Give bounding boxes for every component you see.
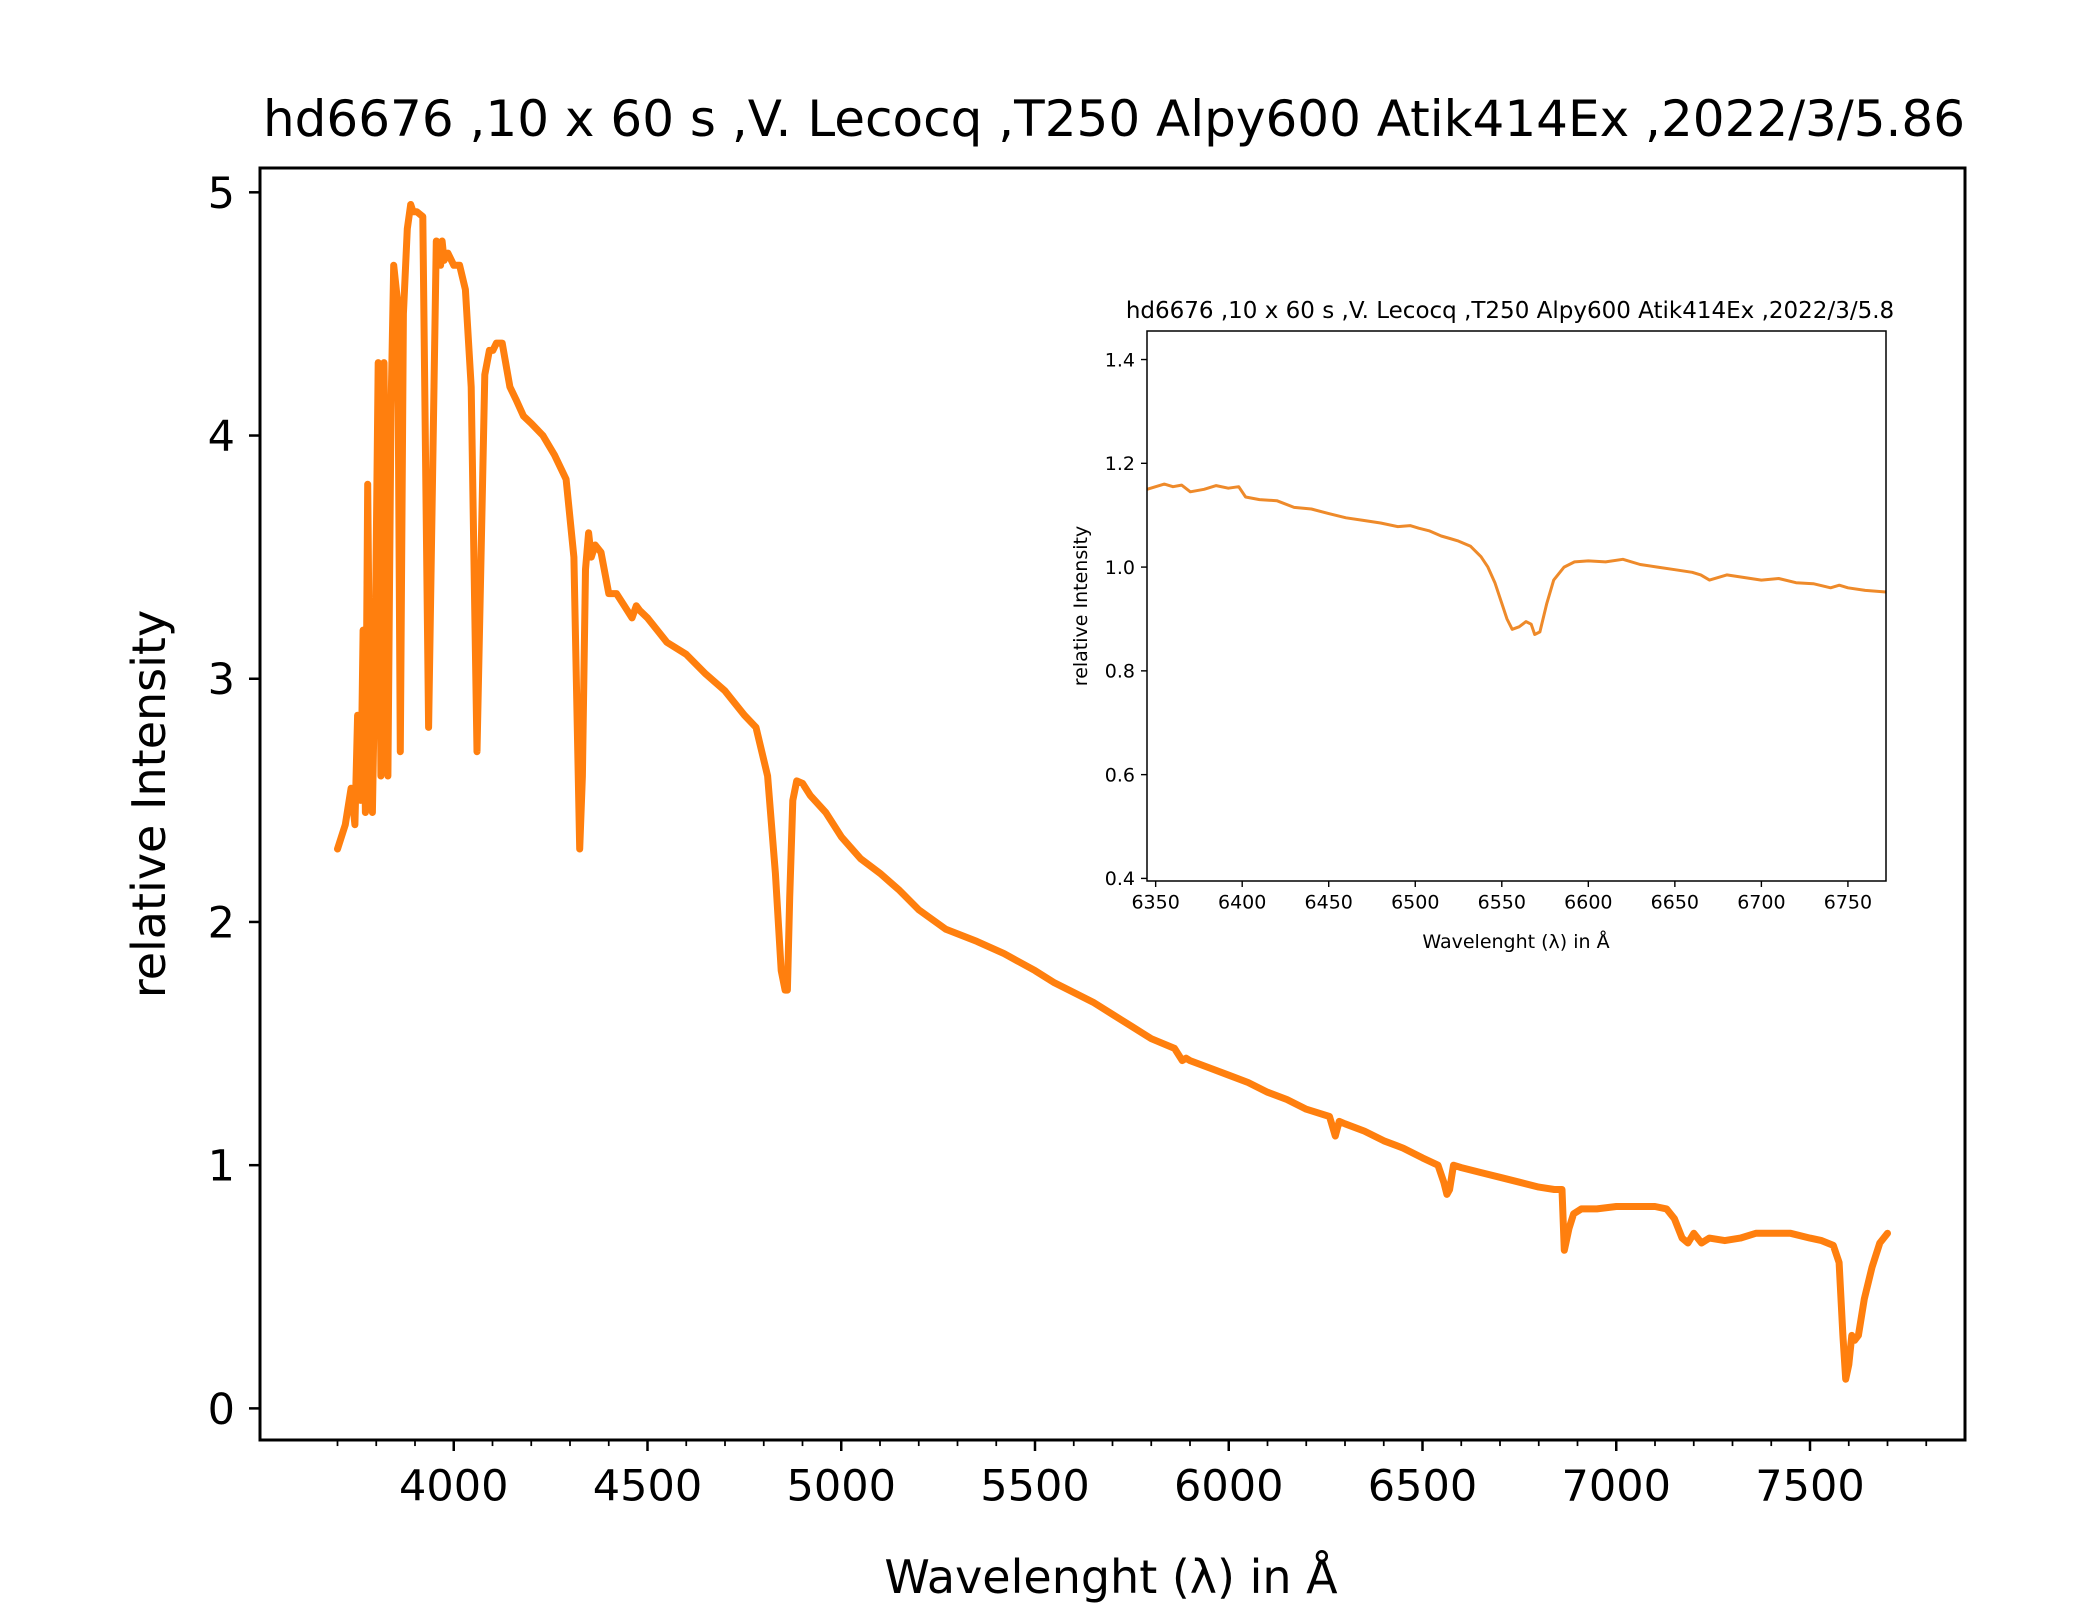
inset-x-tick-label: 6750 [1824, 892, 1872, 914]
inset-y-tick-label: 0.6 [1105, 764, 1135, 786]
main-y-tick-label: 4 [208, 412, 235, 462]
main-spectrum-line [334, 201, 1891, 1383]
inset-spectrum-line [1146, 482, 1887, 636]
inset-y-axis-ticks: 0.4 0.6 0.8 1.0 1.2 1.4 [1105, 349, 1147, 890]
main-x-tick-label: 7500 [1755, 1461, 1864, 1511]
inset-y-tick-label: 1.2 [1105, 453, 1135, 475]
main-x-axis-ticks: 4000 4500 5000 5500 6000 6500 7000 7500 [399, 1440, 1865, 1511]
inset-background [1095, 296, 1931, 956]
inset-x-tick-label: 6600 [1564, 892, 1612, 914]
main-chart: hd6676 ,10 x 60 s ,V. Lecocq ,T250 Alpy6… [122, 90, 1967, 1604]
main-x-tick-label: 6500 [1368, 1461, 1477, 1511]
main-x-tick-label: 4000 [399, 1461, 508, 1511]
main-x-tick-label: 5500 [980, 1461, 1089, 1511]
inset-chart-title: hd6676 ,10 x 60 s ,V. Lecocq ,T250 Alpy6… [1126, 298, 1894, 324]
inset-y-tick-label: 0.4 [1105, 868, 1135, 890]
main-x-axis-label: Wavelenght (λ) in Å [884, 1550, 1338, 1604]
main-x-tick-label: 4500 [593, 1461, 702, 1511]
main-y-tick-label: 3 [208, 655, 235, 705]
inset-x-axis-ticks: 6350 6400 6450 6500 6550 6600 6650 6700 6750 [1131, 881, 1872, 914]
main-x-tick-label: 5000 [787, 1461, 896, 1511]
inset-x-tick-label: 6350 [1131, 892, 1179, 914]
inset-x-tick-label: 6500 [1391, 892, 1439, 914]
inset-y-axis-label: relative Intensity [1070, 526, 1092, 686]
inset-y-tick-label: 0.8 [1105, 661, 1135, 683]
main-y-tick-label: 0 [208, 1385, 235, 1435]
main-y-tick-label: 1 [208, 1142, 235, 1192]
main-y-axis-ticks: 0 1 2 3 4 5 [208, 169, 260, 1435]
inset-y-tick-label: 1.4 [1105, 349, 1135, 371]
main-y-axis-label: relative Intensity [122, 610, 176, 998]
main-x-tick-label: 7000 [1562, 1461, 1671, 1511]
main-y-tick-label: 5 [208, 169, 235, 219]
main-chart-title: hd6676 ,10 x 60 s ,V. Lecocq ,T250 Alpy6… [263, 90, 1965, 148]
inset-plot-frame [1146, 330, 1887, 882]
inset-y-tick-label: 1.0 [1105, 557, 1135, 579]
inset-x-tick-label: 6450 [1305, 892, 1353, 914]
main-y-tick-label: 2 [208, 898, 235, 948]
inset-x-tick-label: 6650 [1651, 892, 1699, 914]
inset-x-tick-label: 6400 [1218, 892, 1266, 914]
inset-x-tick-label: 6700 [1737, 892, 1785, 914]
inset-chart: hd6676 ,10 x 60 s ,V. Lecocq ,T250 Alpy6… [1070, 296, 1931, 956]
inset-x-tick-label: 6550 [1478, 892, 1526, 914]
inset-x-axis-label: Wavelenght (λ) in Å [1422, 930, 1609, 953]
main-x-tick-label: 6000 [1174, 1461, 1283, 1511]
main-plot-frame [258, 166, 1967, 1442]
